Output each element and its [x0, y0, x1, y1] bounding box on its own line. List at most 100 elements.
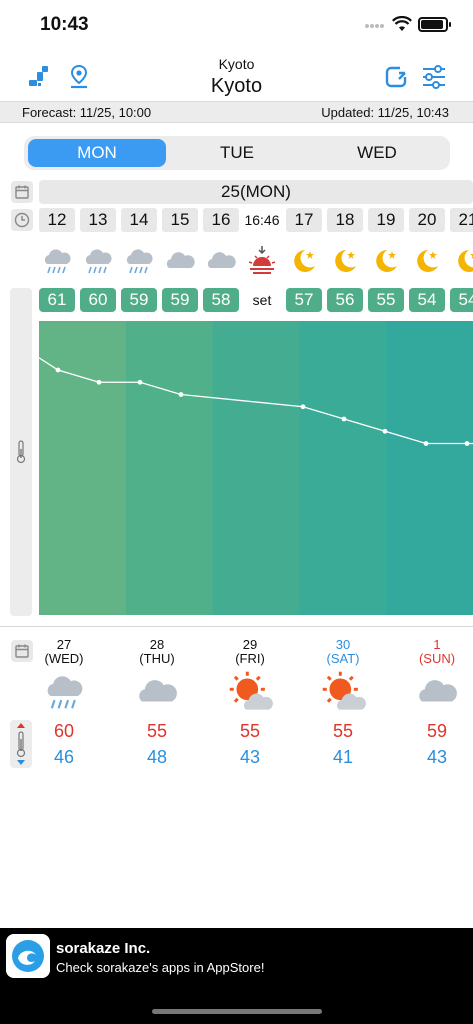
low-temp: 43	[426, 747, 448, 767]
hour-temp: 55	[368, 288, 404, 312]
location-pin-icon[interactable]	[66, 64, 92, 90]
high-temp: 60	[53, 721, 75, 741]
hour-label: 12	[39, 208, 75, 232]
ad-company: sorakaze Inc.	[56, 940, 151, 957]
chart-background-band	[386, 321, 473, 615]
rain-cloud-icon	[44, 249, 71, 274]
status-bar: 10:43	[0, 0, 473, 50]
hour-temp: 54	[409, 288, 445, 312]
location-subtitle: Kyoto	[218, 56, 255, 72]
tab-mon[interactable]: MON	[28, 139, 166, 167]
app-header: Kyoto Kyoto	[0, 50, 473, 100]
week-dow: (WED)	[44, 651, 84, 666]
calendar-icon	[11, 181, 33, 203]
low-temp: 46	[53, 747, 75, 767]
temperature-point	[137, 379, 143, 385]
moon-star-icon	[335, 250, 356, 272]
temperature-chart	[39, 321, 473, 615]
hour-temp: 54	[450, 288, 473, 312]
hour-label: 17	[286, 208, 322, 232]
cloud-icon	[419, 680, 457, 702]
week-dow: (FRI)	[235, 651, 265, 666]
hour-label: 15	[162, 208, 198, 232]
rain-cloud-icon	[126, 249, 153, 274]
forecast-time: Forecast: 11/25, 10:00	[22, 105, 152, 120]
chart-background-band	[125, 321, 214, 615]
high-temp: 55	[239, 721, 261, 741]
sunset-label: set	[252, 292, 272, 308]
week-day-label: 28 (THU)	[120, 638, 194, 666]
low-temp: 41	[332, 747, 354, 767]
refresh-icon[interactable]	[383, 64, 409, 90]
week-date: 30	[335, 637, 351, 652]
battery-icon	[418, 17, 451, 32]
week-day-label: 30 (SAT)	[306, 638, 380, 666]
moon-star-icon	[458, 250, 473, 272]
moon-star-icon	[294, 250, 315, 272]
status-time: 10:43	[40, 14, 89, 35]
temperature-point	[423, 441, 429, 446]
thermometer-icon	[16, 440, 26, 464]
chart-background-band	[299, 321, 388, 615]
hour-temp: 58	[203, 288, 239, 312]
clock-icon	[11, 209, 33, 231]
high-temp: 55	[332, 721, 354, 741]
rain-cloud-icon	[47, 676, 83, 709]
hour-label: 18	[327, 208, 363, 232]
week-dow: (THU)	[139, 651, 175, 666]
ad-message: Check sorakaze's apps in AppStore!	[56, 960, 265, 975]
temperature-point	[178, 392, 184, 397]
day-header: 25(MON)	[39, 180, 473, 204]
rain-cloud-icon	[85, 249, 112, 274]
chart-background-band	[212, 321, 301, 615]
cloud-icon	[139, 680, 177, 702]
section-divider	[0, 626, 473, 627]
cloud-icon	[207, 252, 236, 268]
week-date: 28	[149, 637, 165, 652]
hour-label: 14	[121, 208, 157, 232]
ad-banner[interactable]: sorakaze Inc. Check sorakaze's apps in A…	[0, 928, 473, 1024]
settings-sliders-icon[interactable]	[421, 64, 447, 90]
hi-lo-legend	[10, 720, 32, 768]
hour-label: 19	[368, 208, 404, 232]
low-temp: 43	[239, 747, 261, 767]
temperature-point	[55, 367, 61, 373]
week-dow: (SAT)	[326, 651, 360, 666]
hour-label: 16:46	[244, 212, 280, 228]
hour-temp: 56	[327, 288, 363, 312]
hour-temp: 59	[121, 288, 157, 312]
temperature-axis-bar	[10, 288, 32, 616]
page-title: Kyoto	[210, 75, 263, 97]
hour-temp: 60	[80, 288, 116, 312]
chart-background-band	[39, 321, 127, 615]
low-temp: 48	[146, 747, 168, 767]
moon-star-icon	[417, 250, 438, 272]
week-day-label: 27 (WED)	[27, 638, 101, 666]
hour-temp: 59	[162, 288, 198, 312]
week-day-label: 1 (SUN)	[400, 638, 473, 666]
high-temp: 59	[426, 721, 448, 741]
sunset-icon	[248, 246, 276, 274]
week-date: 27	[56, 637, 72, 652]
moon-star-icon	[376, 250, 397, 272]
signal-dots-icon	[365, 24, 385, 30]
week-day-label: 29 (FRI)	[213, 638, 287, 666]
day-segmented-control: MON TUE WED	[24, 136, 450, 170]
hour-temp: 57	[286, 288, 322, 312]
japan-map-icon[interactable]	[26, 64, 52, 90]
hour-label: 20	[409, 208, 445, 232]
sorakaze-logo-icon	[6, 934, 50, 978]
tab-wed[interactable]: WED	[357, 143, 397, 162]
cloud-icon	[166, 252, 195, 268]
week-dow: (SUN)	[418, 651, 456, 666]
updated-time: Updated: 11/25, 10:43	[321, 105, 449, 120]
week-date: 1	[433, 637, 441, 652]
temperature-point	[382, 428, 388, 434]
hi-lo-thermometer-icon	[16, 723, 26, 765]
hour-label: 13	[80, 208, 116, 232]
temperature-point	[464, 441, 470, 446]
temperature-point	[341, 416, 347, 422]
hour-label: 16	[203, 208, 239, 232]
hour-label: 21	[450, 208, 473, 232]
tab-tue[interactable]: TUE	[220, 143, 254, 162]
